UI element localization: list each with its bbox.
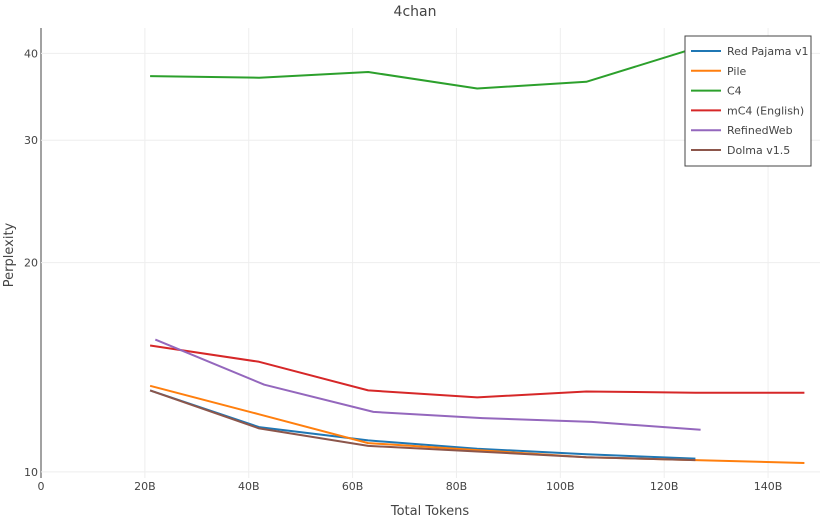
series-line-refinedweb bbox=[154, 338, 701, 431]
legend-box bbox=[684, 35, 812, 167]
tick-layer: 0 20B 40B 60B 80B 100B 120B 140B 10 20 30 40 bbox=[24, 47, 782, 493]
x-axis-title: Total Tokens bbox=[390, 504, 469, 519]
y-tick-label: 30 bbox=[24, 134, 38, 147]
legend-label: RefinedWeb bbox=[727, 124, 793, 137]
x-tick-label: 20B bbox=[134, 480, 156, 493]
x-tick-label: 120B bbox=[650, 480, 679, 493]
x-tick-label: 0 bbox=[38, 480, 45, 493]
chart-title: 4chan bbox=[394, 4, 437, 20]
series-line-red-pajama-v1 bbox=[149, 389, 696, 460]
legend-label: Dolma v1.5 bbox=[727, 144, 790, 157]
legend-label: mC4 (English) bbox=[727, 104, 804, 117]
legend-label: Pile bbox=[727, 65, 747, 78]
y-axis-title: Perplexity bbox=[2, 222, 17, 287]
legend: Red Pajama v1 Pile C4 mC4 (English) RefinedW… bbox=[684, 35, 812, 167]
series-line-dolma-v1-5 bbox=[149, 389, 696, 462]
x-tick-label: 100B bbox=[546, 480, 575, 493]
grid-layer bbox=[40, 28, 820, 478]
x-tick-label: 60B bbox=[342, 480, 364, 493]
legend-label: Red Pajama v1 bbox=[727, 45, 809, 58]
legend-label: C4 bbox=[727, 85, 742, 98]
series-line-c4 bbox=[150, 47, 696, 90]
series-layer bbox=[149, 47, 805, 464]
y-tick-label: 40 bbox=[24, 47, 38, 60]
x-tick-label: 80B bbox=[446, 480, 468, 493]
y-tick-label: 10 bbox=[24, 466, 38, 479]
x-tick-label: 40B bbox=[238, 480, 260, 493]
series-line-mc4-english bbox=[149, 344, 805, 399]
x-tick-label: 140B bbox=[754, 480, 783, 493]
y-tick-label: 20 bbox=[24, 257, 38, 270]
